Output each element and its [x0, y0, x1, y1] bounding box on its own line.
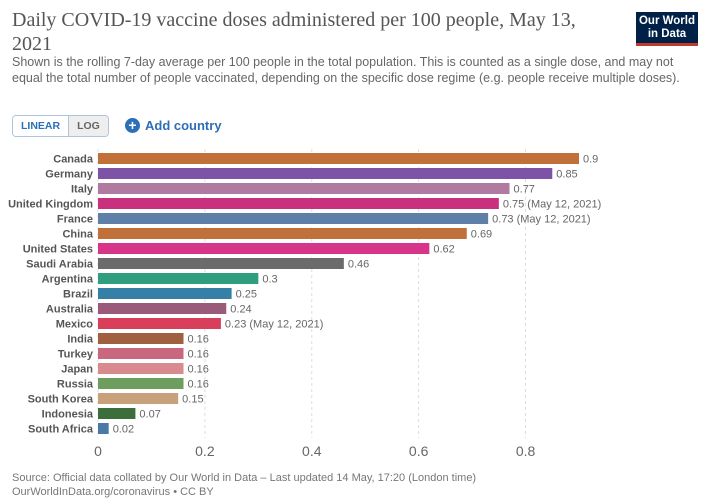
- value-label: 0.77: [514, 184, 535, 196]
- category-label: South Korea: [28, 394, 94, 406]
- x-tick-label: 0.4: [302, 443, 322, 459]
- value-label: 0.69: [471, 229, 492, 241]
- category-label: United States: [23, 244, 93, 256]
- x-tick-label: 0: [94, 443, 102, 459]
- value-label: 0.15: [182, 394, 203, 406]
- bar: [98, 228, 467, 239]
- category-label: China: [62, 229, 93, 241]
- value-label: 0.9: [583, 154, 598, 166]
- logo-accent-bar: [636, 43, 698, 46]
- category-label: India: [67, 334, 94, 346]
- bar: [98, 168, 553, 179]
- add-country-label: Add country: [145, 117, 222, 133]
- x-tick-label: 0.6: [409, 443, 429, 459]
- category-label: Australia: [46, 304, 94, 316]
- bar: [98, 288, 232, 299]
- bar: [98, 213, 489, 224]
- value-label: 0.16: [188, 364, 209, 376]
- value-label: 0.46: [348, 259, 369, 271]
- value-label: 0.62: [433, 244, 454, 256]
- bar-chart: 0 0.2 0.4 0.6 0.8 Canada 0.9 Germany 0.85 Italy 0.…: [8, 149, 601, 459]
- category-label: Japan: [61, 364, 93, 376]
- category-label: Russia: [57, 379, 94, 391]
- value-label: 0.25: [236, 289, 257, 301]
- plus-circle-icon: +: [125, 117, 140, 133]
- category-label: Turkey: [58, 349, 94, 361]
- bar: [98, 318, 221, 329]
- bar: [98, 393, 179, 404]
- bar: [98, 183, 510, 194]
- value-label: 0.24: [230, 304, 251, 316]
- add-country-button[interactable]: + Add country: [125, 116, 222, 134]
- bar: [98, 423, 109, 434]
- linear-scale-button[interactable]: LINEAR: [13, 116, 70, 136]
- value-label: 0.02: [113, 424, 134, 436]
- bar: [98, 273, 259, 284]
- category-label: Indonesia: [42, 409, 94, 421]
- bar: [98, 303, 227, 314]
- bar: [98, 153, 579, 164]
- category-label: Mexico: [56, 319, 94, 331]
- value-label: 0.73 (May 12, 2021): [492, 214, 590, 226]
- bar: [98, 333, 184, 344]
- chart-subtitle: Shown is the rolling 7-day average per 1…: [12, 55, 680, 85]
- category-label: Germany: [45, 169, 94, 181]
- x-tick-label: 0.8: [516, 443, 536, 459]
- source-note: Source: Official data collated by Our Wo…: [12, 472, 477, 484]
- bar: [98, 363, 184, 374]
- value-label: 0.85: [556, 169, 577, 181]
- footer: Source: Official data collated by Our Wo…: [12, 471, 476, 499]
- category-label: Saudi Arabia: [26, 259, 94, 271]
- value-label: 0.23 (May 12, 2021): [225, 319, 323, 331]
- category-label: Canada: [53, 154, 94, 166]
- category-label: South Africa: [28, 424, 94, 436]
- category-label: Italy: [71, 184, 94, 196]
- value-label: 0.16: [188, 334, 209, 346]
- bar: [98, 258, 344, 269]
- category-label: France: [57, 214, 93, 226]
- value-label: 0.3: [262, 274, 277, 286]
- footer-link[interactable]: OurWorldInData.org/coronavirus • CC BY: [12, 486, 214, 498]
- category-label: Argentina: [42, 274, 94, 286]
- bar: [98, 243, 430, 254]
- logo-text-line2: in Data: [647, 28, 687, 40]
- bar: [98, 378, 184, 389]
- log-scale-button[interactable]: LOG: [69, 116, 108, 136]
- bar: [98, 198, 499, 209]
- value-label: 0.16: [188, 349, 209, 361]
- x-tick-label: 0.2: [195, 443, 215, 459]
- logo-text-line1: Our World: [638, 15, 695, 27]
- category-label: Brazil: [63, 289, 93, 301]
- scale-toggle: LINEAR LOG: [12, 115, 109, 137]
- value-label: 0.16: [188, 379, 209, 391]
- value-label: 0.07: [139, 409, 160, 421]
- category-label: United Kingdom: [8, 199, 93, 211]
- owid-logo[interactable]: Our World in Data: [636, 12, 698, 46]
- value-label: 0.75 (May 12, 2021): [503, 199, 601, 211]
- chart-title: Daily COVID-19 vaccine doses administere…: [12, 9, 576, 55]
- bar: [98, 348, 184, 359]
- bar: [98, 408, 136, 419]
